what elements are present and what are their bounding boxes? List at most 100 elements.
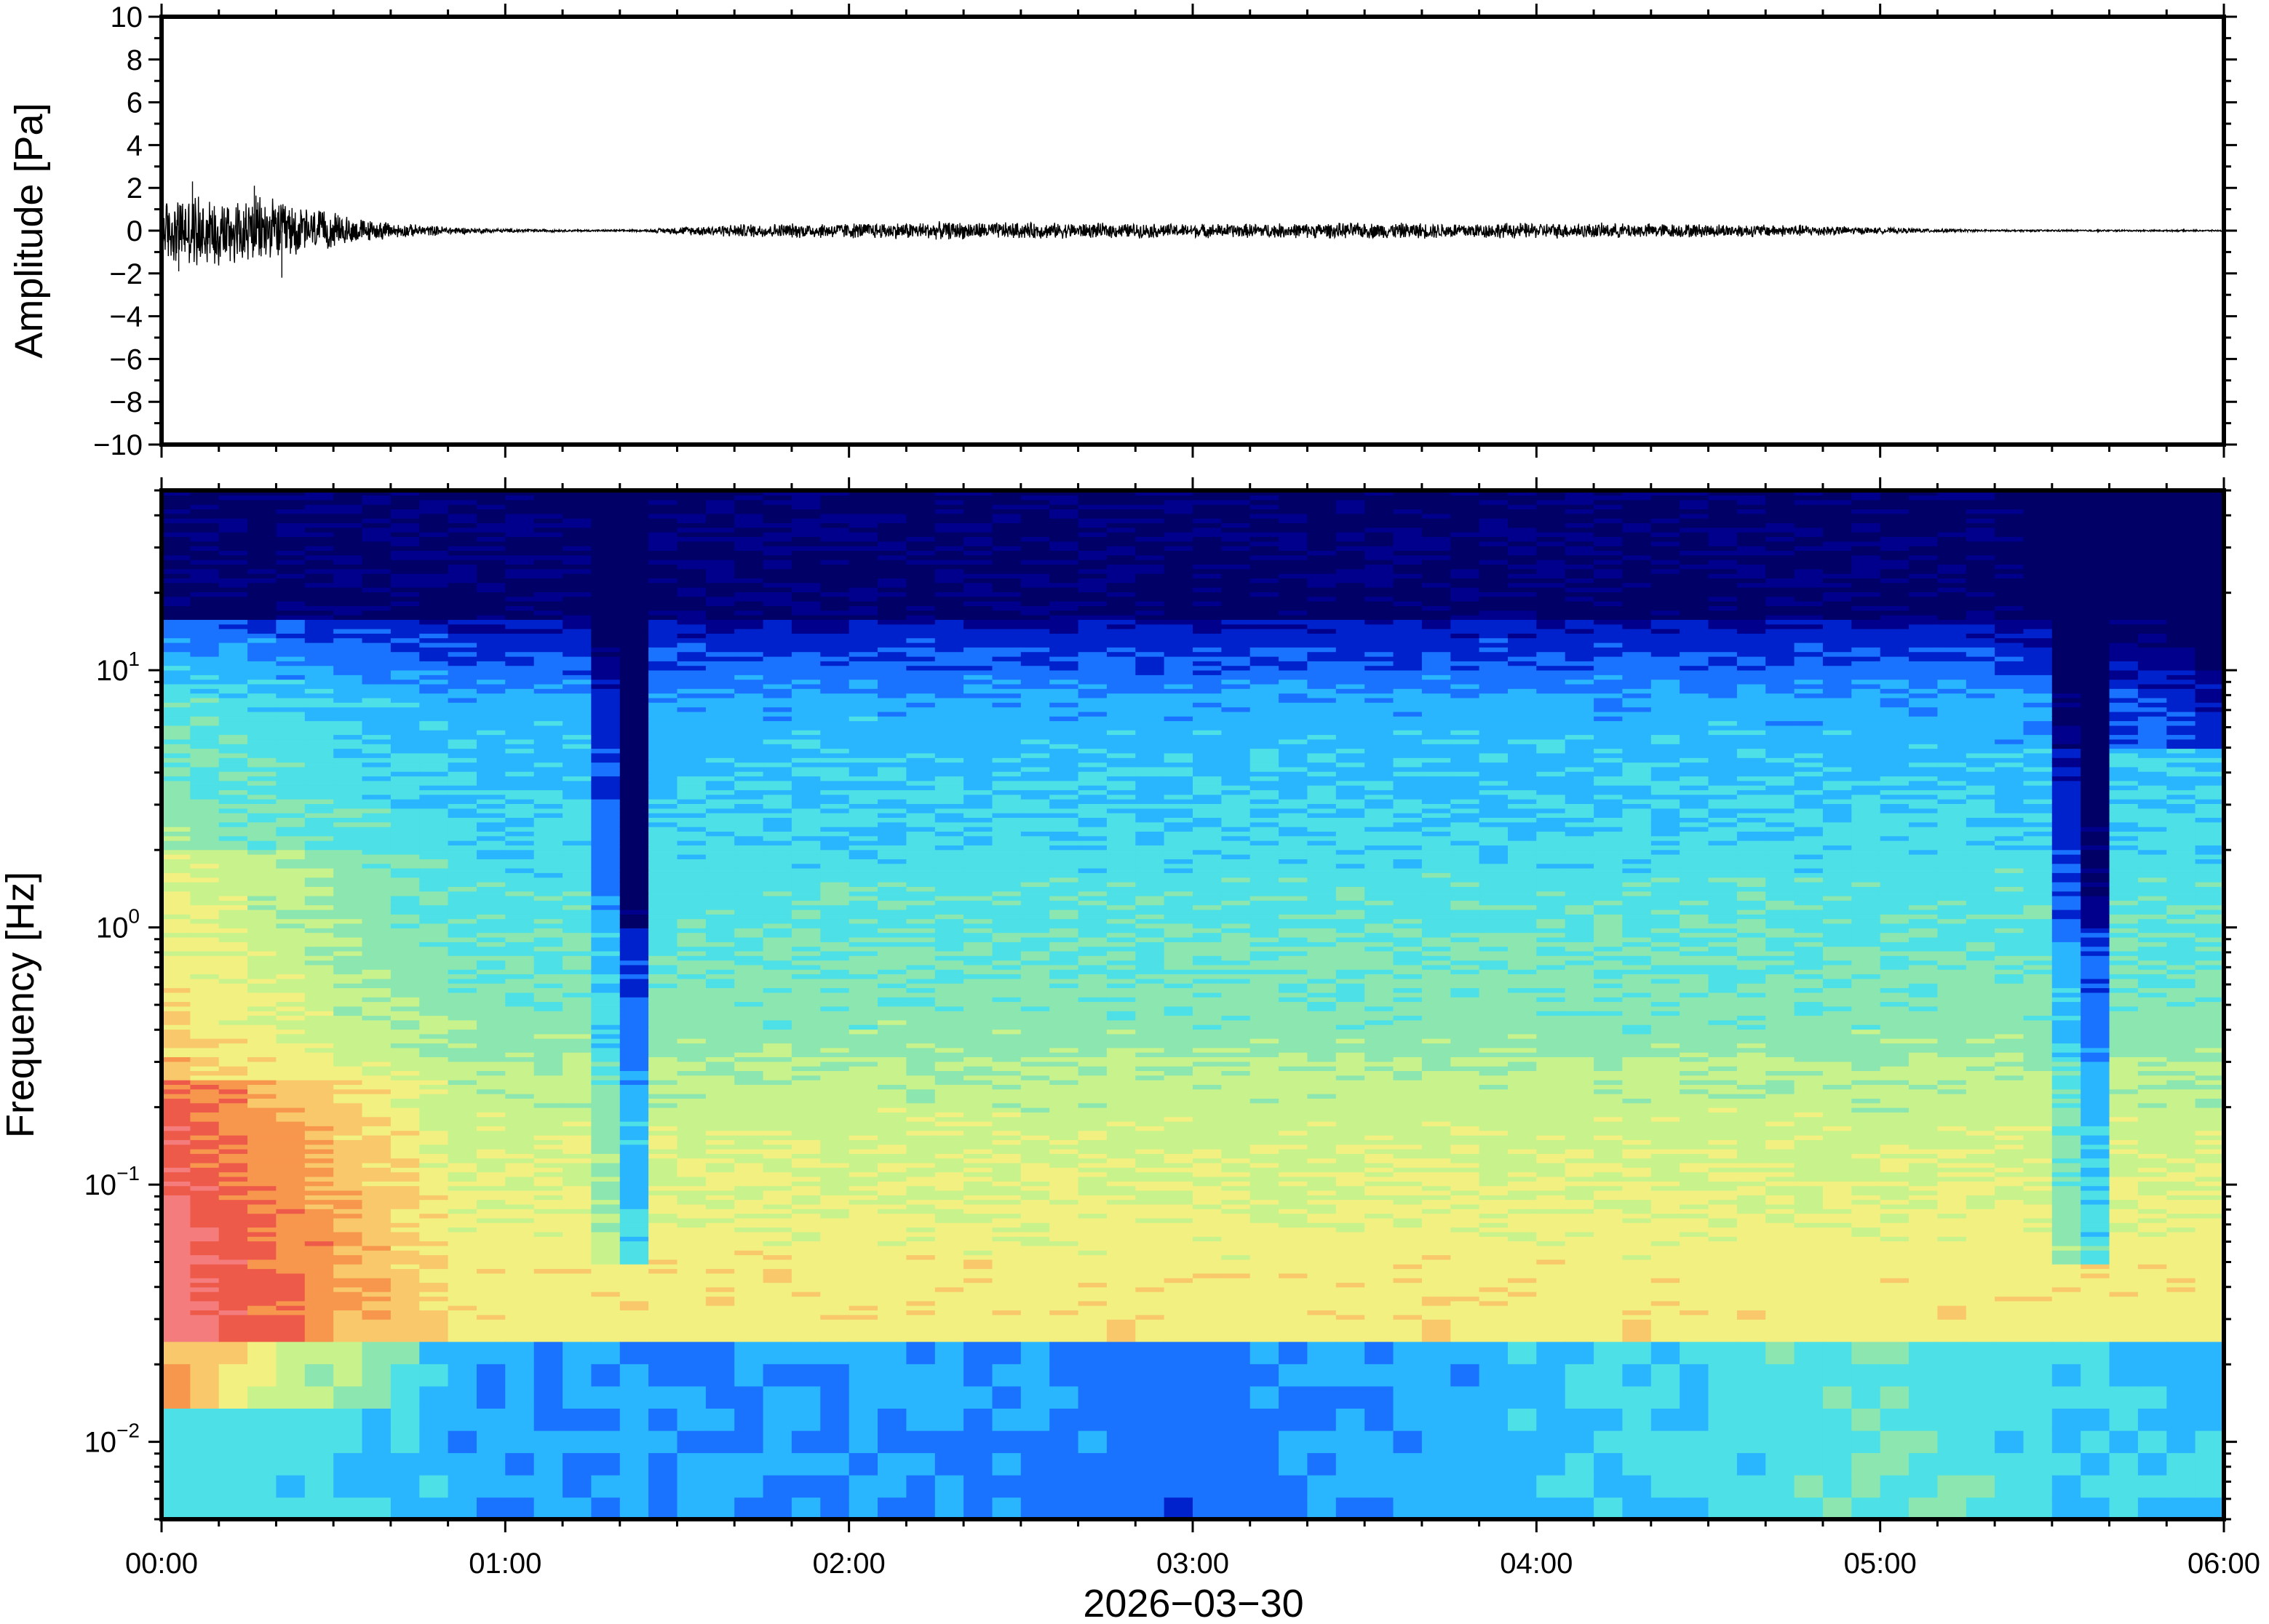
spectrogram-cell bbox=[276, 785, 306, 791]
spectrogram-cell bbox=[162, 550, 191, 556]
spectrogram-cell bbox=[849, 1029, 878, 1035]
spectrogram-cell bbox=[563, 1497, 592, 1519]
spectrogram-cell bbox=[333, 1497, 363, 1519]
spectrogram-cell bbox=[533, 1254, 563, 1260]
spectrogram-cell bbox=[734, 1056, 764, 1062]
spectrogram-cell bbox=[304, 1278, 334, 1283]
spectrogram-cell bbox=[734, 771, 764, 777]
spectrogram-cell bbox=[648, 1079, 678, 1085]
spectrogram-cell bbox=[791, 586, 822, 592]
spectrogram-cell bbox=[190, 1300, 220, 1306]
spectrogram-cell bbox=[563, 987, 592, 993]
spectrogram-cell bbox=[591, 859, 621, 864]
spectrogram-cell bbox=[276, 637, 306, 643]
spectrogram-cell bbox=[190, 559, 220, 565]
spectrogram-cell bbox=[276, 730, 306, 736]
spectrogram-cell bbox=[304, 863, 334, 869]
spectrogram-cell bbox=[734, 794, 764, 800]
spectrogram-cell bbox=[533, 1006, 563, 1011]
spectrogram-cell bbox=[448, 586, 477, 592]
spectrogram-cell bbox=[820, 987, 850, 993]
spectrogram-cell bbox=[734, 1162, 764, 1168]
spectrogram-cell bbox=[849, 978, 878, 984]
spectrogram-cell bbox=[791, 798, 822, 804]
spectrogram-cell bbox=[448, 1314, 477, 1320]
spectrogram-cell bbox=[218, 1222, 248, 1228]
spectrogram-cell bbox=[362, 950, 392, 956]
spectrogram-cell bbox=[619, 1296, 649, 1302]
spectrogram-cell bbox=[505, 932, 535, 938]
spectrogram-cell bbox=[763, 679, 792, 685]
spectrogram-cell bbox=[533, 1043, 563, 1048]
spectrogram-cell bbox=[820, 720, 850, 726]
spectrogram-cell bbox=[448, 600, 477, 606]
spectrogram-cell bbox=[276, 739, 306, 744]
spectrogram-cell bbox=[448, 987, 477, 993]
spectrogram-cell bbox=[533, 1148, 563, 1154]
spectrogram-cell bbox=[190, 1199, 220, 1205]
spectrogram-cell bbox=[477, 739, 506, 744]
spectrogram-cell bbox=[190, 808, 220, 813]
spectrogram-cell bbox=[218, 849, 248, 855]
spectrogram-cell bbox=[419, 1181, 449, 1187]
spectrogram-cell bbox=[791, 1056, 822, 1062]
spectrogram-cell bbox=[849, 697, 878, 703]
spectrogram-cell bbox=[849, 661, 878, 666]
spectrogram-cell bbox=[448, 1116, 477, 1122]
spectrogram-cell bbox=[533, 762, 563, 768]
spectrogram-cell bbox=[448, 1190, 477, 1195]
spectrogram-cell bbox=[218, 656, 248, 661]
spectrogram-cell bbox=[648, 1171, 678, 1177]
spectrogram-cell bbox=[276, 1001, 306, 1007]
spectrogram-cell bbox=[878, 771, 907, 777]
spectrogram-cell bbox=[619, 776, 649, 781]
spectrogram-cell bbox=[648, 1006, 678, 1011]
spectrogram-cell bbox=[849, 877, 878, 883]
spectrogram-cell bbox=[390, 605, 421, 611]
spectrogram-cell bbox=[820, 859, 850, 864]
spectrogram-cell bbox=[218, 794, 248, 800]
spectrogram-cell bbox=[648, 578, 678, 584]
spectrogram-cell bbox=[218, 499, 248, 505]
spectrogram-cell bbox=[734, 651, 764, 657]
spectrogram-cell bbox=[619, 978, 649, 984]
spectrogram-cell bbox=[419, 932, 449, 938]
spectrogram-cell bbox=[820, 1310, 850, 1315]
spectrogram-cell bbox=[477, 853, 506, 859]
spectrogram-cell bbox=[734, 1158, 764, 1163]
spectrogram-cell bbox=[791, 900, 822, 906]
spectrogram-cell bbox=[648, 803, 678, 809]
spectrogram-cell bbox=[563, 1250, 592, 1256]
spectrogram-cell bbox=[591, 863, 621, 869]
spectrogram-cell bbox=[619, 1364, 649, 1387]
spectrogram-cell bbox=[162, 1029, 191, 1035]
spectrogram-cell bbox=[333, 831, 363, 837]
spectrogram-cell bbox=[162, 978, 191, 984]
spectrogram-cell bbox=[820, 1364, 850, 1387]
spectrogram-cell bbox=[563, 518, 592, 524]
spectrogram-cell bbox=[849, 808, 878, 813]
spectrogram-cell bbox=[162, 872, 191, 878]
spectrogram-cell bbox=[563, 1385, 592, 1409]
spectrogram-cell bbox=[677, 1213, 707, 1219]
spectrogram-cell bbox=[419, 1300, 449, 1306]
spectrogram-cell bbox=[849, 688, 878, 694]
spectrogram-cell bbox=[505, 1497, 535, 1519]
spectrogram-cell bbox=[247, 785, 277, 791]
spectrogram-cell bbox=[648, 697, 678, 703]
spectrogram-cell bbox=[533, 1112, 563, 1118]
spectrogram-cell bbox=[591, 808, 621, 813]
spectrogram-cell bbox=[390, 1385, 421, 1409]
spectrogram-cell bbox=[563, 849, 592, 855]
spectrogram-cell bbox=[734, 1474, 764, 1498]
spectrogram-cell bbox=[362, 849, 392, 855]
spectrogram-cell bbox=[362, 1217, 392, 1223]
spectrogram-cell bbox=[878, 1430, 907, 1454]
spectrogram-cell bbox=[162, 928, 191, 934]
spectrogram-cell bbox=[333, 1364, 363, 1387]
spectrogram-cell bbox=[820, 1171, 850, 1177]
spectrogram-cell bbox=[304, 1241, 334, 1246]
spectrogram-cell bbox=[419, 1070, 449, 1076]
spectrogram-cell bbox=[362, 518, 392, 524]
